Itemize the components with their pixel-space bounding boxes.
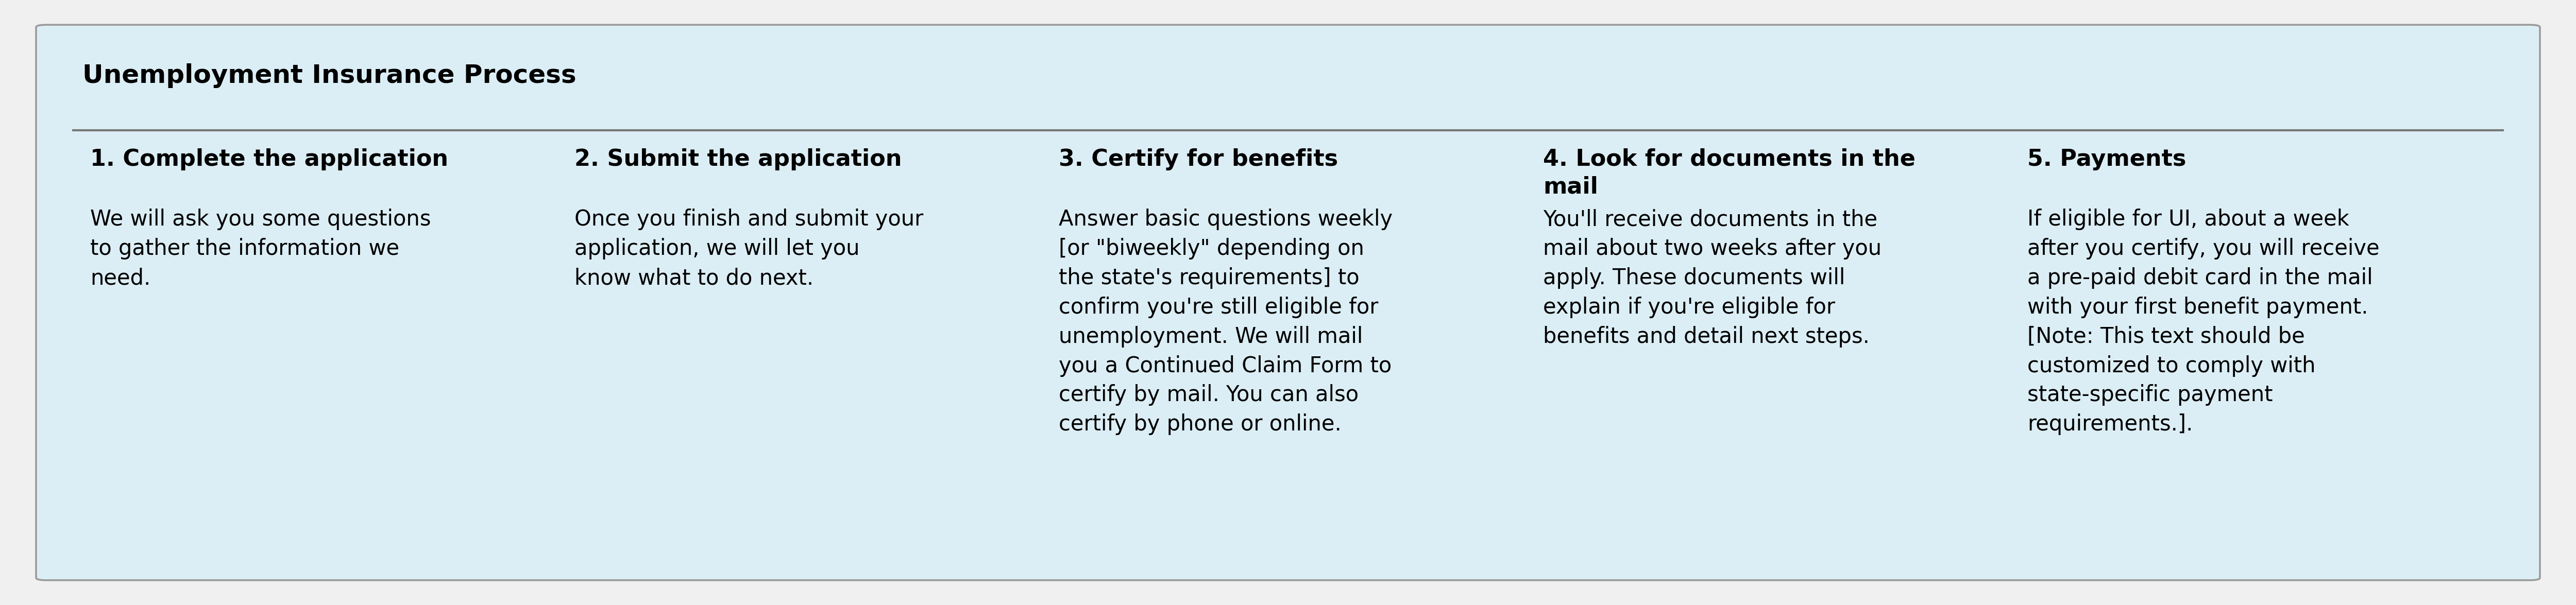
Text: 1. Complete the application: 1. Complete the application — [90, 148, 448, 171]
Text: 5. Payments: 5. Payments — [2027, 148, 2187, 171]
Text: You'll receive documents in the
mail about two weeks after you
apply. These docu: You'll receive documents in the mail abo… — [1543, 209, 1880, 347]
Text: 3. Certify for benefits: 3. Certify for benefits — [1059, 148, 1337, 171]
Text: Once you finish and submit your
application, we will let you
know what to do nex: Once you finish and submit your applicat… — [574, 209, 922, 289]
FancyBboxPatch shape — [36, 25, 2540, 580]
Text: 2. Submit the application: 2. Submit the application — [574, 148, 902, 171]
Text: 4. Look for documents in the
mail: 4. Look for documents in the mail — [1543, 148, 1917, 198]
Text: Answer basic questions weekly
[or "biweekly" depending on
the state's requiremen: Answer basic questions weekly [or "biwee… — [1059, 209, 1394, 435]
Text: We will ask you some questions
to gather the information we
need.: We will ask you some questions to gather… — [90, 209, 430, 289]
Text: If eligible for UI, about a week
after you certify, you will receive
a pre-paid : If eligible for UI, about a week after y… — [2027, 209, 2380, 435]
Text: Unemployment Insurance Process: Unemployment Insurance Process — [82, 64, 577, 88]
